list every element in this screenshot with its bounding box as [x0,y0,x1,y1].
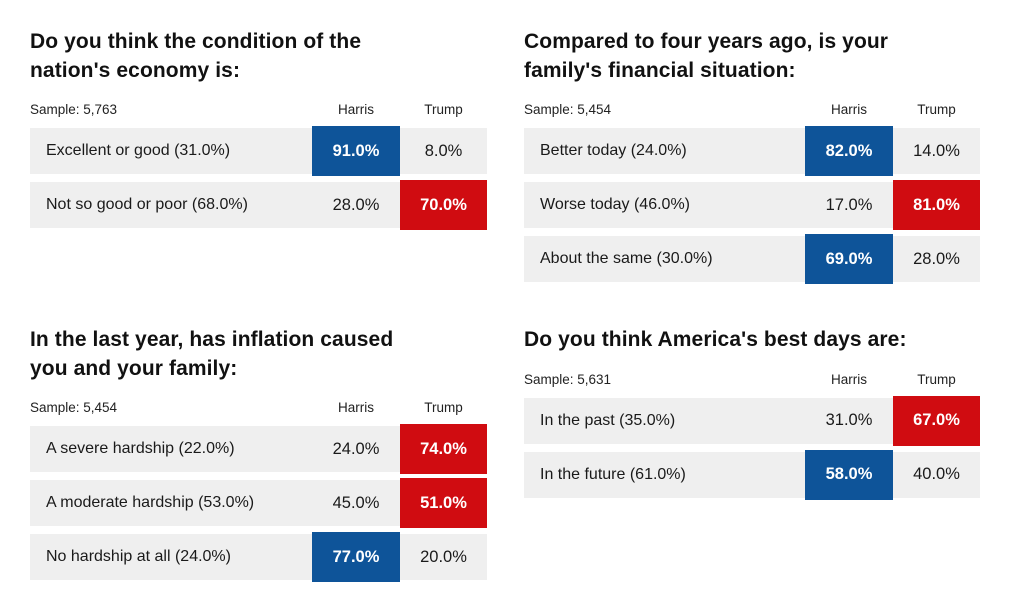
harris-value-cell: 28.0% [332,195,380,214]
sample-size-label: Sample: 5,454 [524,102,612,118]
column-header-trump: Trump [917,371,956,387]
panel-header: Sample: 5,454 Harris Trump [524,100,980,119]
panel-title: Compared to four years ago, is your fami… [524,30,889,82]
trump-value-cell: 14.0% [913,141,960,160]
sample-size-label: Sample: 5,631 [524,371,612,387]
poll-row: In the future (61.0%) 58.0% 40.0% [524,449,980,500]
poll-rows: Better today (24.0%) 82.0% 14.0% Worse t… [524,126,980,285]
panel-title: In the last year, has inflation caused y… [30,328,394,380]
poll-row: Excellent or good (31.0%) 91.0% 8.0% [30,126,487,177]
poll-panel: Do you think America's best days are: Sa… [524,326,980,580]
poll-row: Better today (24.0%) 82.0% 14.0% [524,126,980,177]
answer-label: About the same (30.0%) [540,250,713,268]
panel-header: Sample: 5,631 Harris Trump [524,370,980,389]
answer-label: Worse today (46.0%) [540,196,690,214]
poll-panel: In the last year, has inflation caused y… [30,326,487,583]
poll-panel: Compared to four years ago, is your fami… [524,28,980,285]
column-header-trump: Trump [917,102,956,118]
sample-size-label: Sample: 5,454 [30,400,118,416]
answer-label: In the future (61.0%) [540,465,686,483]
trump-value-cell: 28.0% [913,249,960,268]
trump-value-cell: 67.0% [893,395,980,446]
poll-row: Not so good or poor (68.0%) 28.0% 70.0% [30,180,487,231]
trump-value-cell: 70.0% [400,180,487,231]
column-header-harris: Harris [831,371,867,387]
poll-panel: Do you think the condition of the nation… [30,28,487,282]
poll-row: A severe hardship (22.0%) 24.0% 74.0% [30,424,487,475]
poll-row: No hardship at all (24.0%) 77.0% 20.0% [30,532,487,583]
harris-value-cell: 45.0% [332,493,380,512]
trump-value-cell: 20.0% [420,547,467,566]
poll-rows: In the past (35.0%) 31.0% 67.0% In the f… [524,395,980,500]
harris-value-cell: 77.0% [312,532,400,583]
panel-header: Sample: 5,454 Harris Trump [30,398,487,417]
harris-value-cell: 31.0% [825,411,873,430]
poll-row: About the same (30.0%) 69.0% 28.0% [524,234,980,285]
poll-rows: A severe hardship (22.0%) 24.0% 74.0% A … [30,424,487,583]
poll-row: In the past (35.0%) 31.0% 67.0% [524,395,980,446]
column-header-harris: Harris [338,400,374,416]
panel-title: Do you think America's best days are: [524,328,907,352]
poll-row: A moderate hardship (53.0%) 45.0% 51.0% [30,478,487,529]
poll-row: Worse today (46.0%) 17.0% 81.0% [524,180,980,231]
trump-value-cell: 40.0% [913,465,960,484]
harris-value-cell: 82.0% [805,126,893,177]
trump-value-cell: 8.0% [424,141,463,160]
exit-poll-grid: Do you think the condition of the nation… [30,28,980,583]
answer-label: A severe hardship (22.0%) [46,440,235,458]
harris-value-cell: 24.0% [332,439,380,458]
answer-label: Not so good or poor (68.0%) [46,196,248,214]
column-header-trump: Trump [424,400,463,416]
trump-value-cell: 81.0% [893,180,980,231]
harris-value-cell: 58.0% [805,449,893,500]
answer-label: Better today (24.0%) [540,142,687,160]
answer-label: No hardship at all (24.0%) [46,548,231,566]
column-header-harris: Harris [831,102,867,118]
harris-value-cell: 91.0% [312,126,400,177]
answer-label: In the past (35.0%) [540,411,676,429]
harris-value-cell: 17.0% [825,195,873,214]
answer-label: Excellent or good (31.0%) [46,142,231,160]
sample-size-label: Sample: 5,763 [30,102,118,118]
column-header-trump: Trump [424,102,463,118]
trump-value-cell: 74.0% [400,424,487,475]
column-header-harris: Harris [338,102,374,118]
panel-header: Sample: 5,763 Harris Trump [30,100,487,119]
trump-value-cell: 51.0% [400,478,487,529]
panel-title: Do you think the condition of the nation… [30,30,362,82]
answer-label: A moderate hardship (53.0%) [46,494,255,512]
poll-rows: Excellent or good (31.0%) 91.0% 8.0% Not… [30,126,487,231]
harris-value-cell: 69.0% [805,234,893,285]
